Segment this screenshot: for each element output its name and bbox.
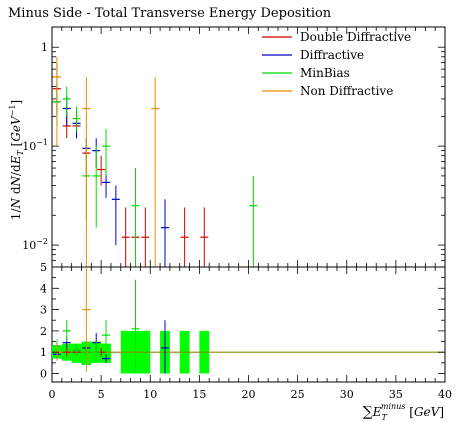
- x-tick-label: 35: [389, 388, 403, 401]
- ratio-y-ticks: 0 1 2 3 4 5: [40, 261, 445, 380]
- chart-title: Minus Side - Total Transverse Energy Dep…: [8, 6, 332, 21]
- ratio-x-ticks: 0 5 10 15 20 25 30 35 40: [49, 267, 452, 401]
- tick-exponent: −2: [36, 237, 48, 246]
- main-frame: [51, 26, 446, 268]
- x-tick-label: 25: [291, 388, 305, 401]
- x-tick-label: 30: [340, 388, 354, 401]
- main-panel: 10−210−11 Double DiffractiveDiffractiveM…: [8, 26, 446, 268]
- ratio-y-tick-label: 3: [40, 304, 47, 317]
- ratio-y-tick-label: 4: [40, 282, 47, 295]
- ratio-panel: 0 5 10 15 20 25 30 35 40 0 1 2 3 4 5 ∑ETminus [GeV]: [40, 261, 452, 422]
- main-y-tick-label: 10−2: [22, 237, 48, 252]
- ratio-frame: [51, 266, 446, 383]
- tick-exponent: −1: [36, 138, 48, 147]
- main-y-ticks: 10−210−11: [22, 41, 445, 268]
- main-series: [52, 56, 258, 267]
- y-axis-label: 1/N dN/dET [GeV−1]: [8, 100, 25, 220]
- legend-label: Non Diffractive: [300, 84, 393, 98]
- main-x-ticks: [51, 27, 446, 267]
- ratio-y-tick-label: 5: [40, 261, 47, 274]
- ratio-y-tick-label: 1: [40, 346, 47, 359]
- main-y-tick-label: 1: [41, 41, 48, 54]
- x-tick-label: 10: [143, 388, 157, 401]
- tick-base: 10: [22, 239, 36, 252]
- x-tick-label: 5: [98, 388, 105, 401]
- x-tick-label: 20: [242, 388, 256, 401]
- main-y-tick-label: 10−1: [22, 138, 48, 153]
- ratio-band: [101, 343, 111, 363]
- ratio-series: [52, 267, 169, 374]
- legend-label: Double Diffractive: [300, 30, 411, 44]
- ratio-y-tick-label: 0: [40, 367, 47, 380]
- x-tick-label: 40: [438, 388, 452, 401]
- legend-label: MinBias: [300, 66, 350, 80]
- legend: Double Diffractive Diffractive MinBias Non …: [262, 30, 411, 98]
- tick-base: 1: [41, 41, 48, 54]
- ratio-y-tick-label: 2: [40, 325, 47, 338]
- tick-base: 10: [22, 140, 36, 153]
- legend-label: Diffractive: [300, 48, 364, 62]
- x-axis-label: ∑ETminus [GeV]: [363, 402, 444, 422]
- x-tick-label: 15: [192, 388, 206, 401]
- x-tick-label: 0: [49, 388, 56, 401]
